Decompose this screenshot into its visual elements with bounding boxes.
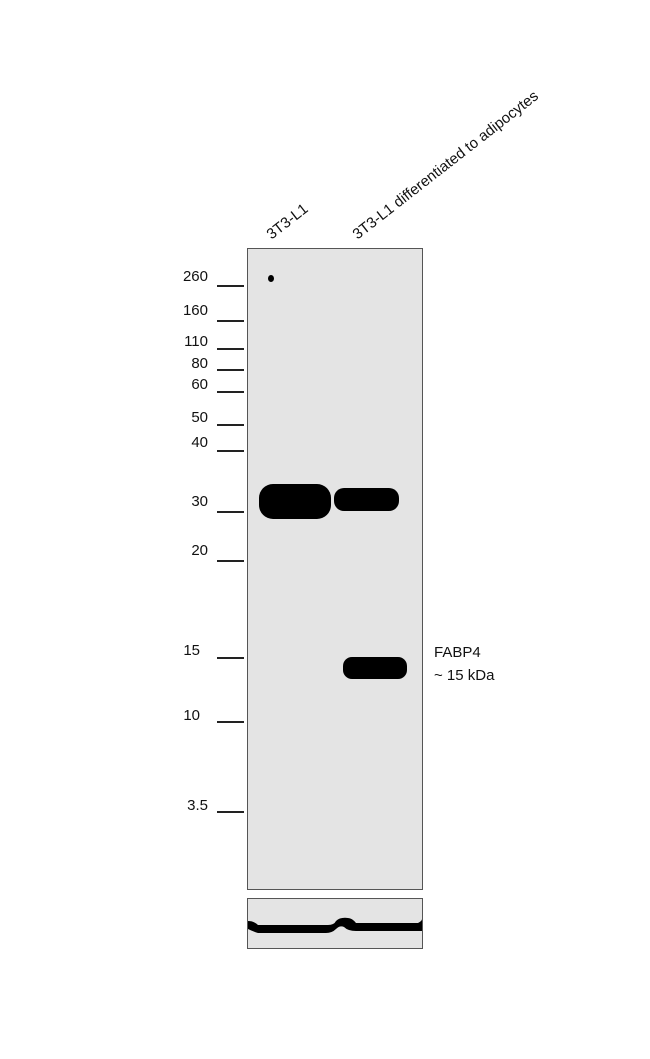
marker-label: 15: [183, 642, 200, 659]
marker-label: 40: [191, 434, 208, 451]
loading-control-band: [248, 917, 422, 933]
marker-tick: [217, 320, 244, 322]
target-name: FABP4: [434, 644, 481, 661]
marker-tick: [217, 657, 244, 659]
marker-tick: [217, 369, 244, 371]
marker-label: 160: [182, 302, 208, 319]
blot-main-panel: [247, 248, 423, 890]
marker-label: 50: [191, 409, 208, 426]
target-size: ~ 15 kDa: [434, 667, 495, 684]
marker-label: 20: [191, 542, 208, 559]
loading-control-panel: [247, 898, 423, 949]
blot-spot: [268, 275, 274, 282]
marker-label: 110: [184, 333, 208, 350]
marker-tick: [217, 348, 244, 350]
lane-label-1: 3T3-L1: [263, 200, 312, 243]
marker-tick: [217, 721, 244, 723]
marker-label: 260: [182, 268, 208, 285]
band-lane2-fabp4: [343, 657, 407, 679]
marker-tick: [217, 811, 244, 813]
marker-tick: [217, 391, 244, 393]
marker-label: 30: [191, 493, 208, 510]
marker-label: 10: [183, 707, 200, 724]
lane-label-2: 3T3-L1 differentiated to adipocytes: [349, 87, 542, 243]
marker-label: 3.5: [187, 797, 208, 814]
marker-label: 80: [191, 355, 208, 372]
marker-tick: [217, 285, 244, 287]
band-lane2-30kda: [334, 488, 399, 511]
marker-tick: [217, 511, 244, 513]
marker-label: 60: [191, 376, 208, 393]
marker-tick: [217, 450, 244, 452]
band-lane1-30kda: [259, 484, 331, 519]
marker-tick: [217, 424, 244, 426]
marker-tick: [217, 560, 244, 562]
